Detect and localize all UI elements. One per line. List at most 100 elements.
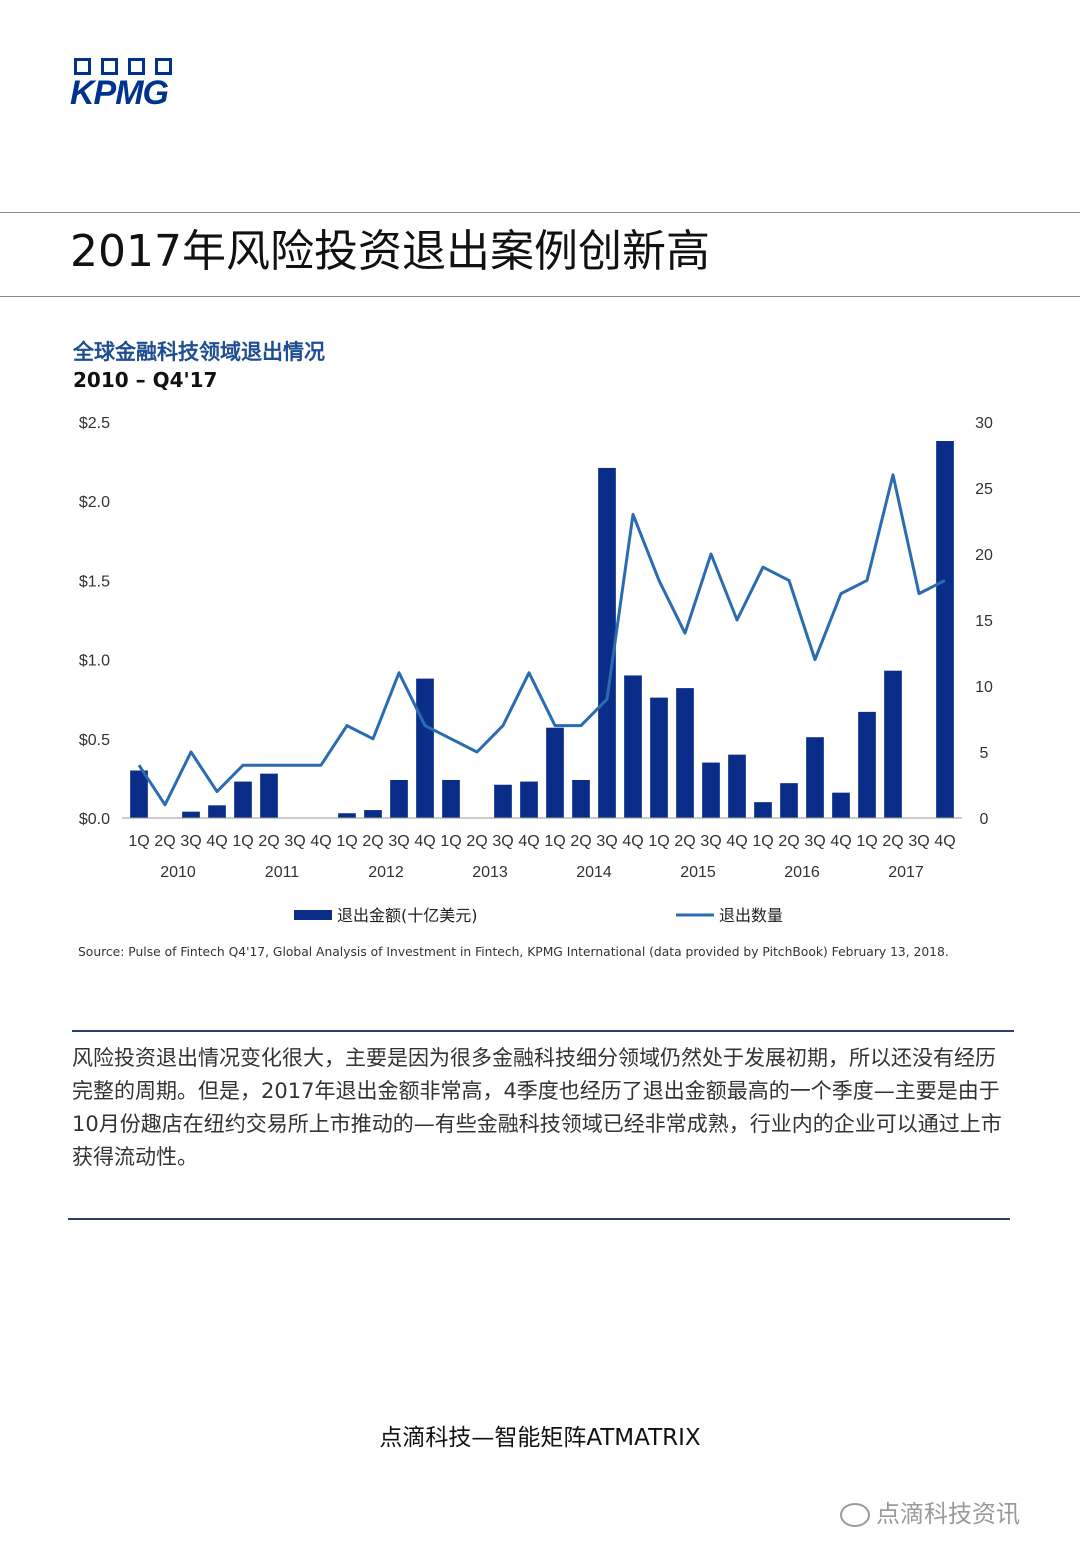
bar-exit-value: [858, 711, 876, 818]
x-quarter-label: 2Q: [466, 833, 487, 850]
logo-text: KPMG: [70, 74, 169, 112]
logo-box-icon: [74, 58, 91, 75]
y-left-tick-label: $0.5: [79, 732, 110, 749]
chart-subtitle: 2010 – Q4'17: [73, 368, 218, 392]
x-quarter-label: 3Q: [804, 833, 825, 850]
x-quarter-label: 3Q: [284, 833, 305, 850]
bar-exit-value: [754, 802, 772, 818]
x-quarter-label: 1Q: [128, 833, 149, 850]
exit-chart: $0.0 $0.5 $1.0 $1.5 $2.0 $2.5 0 5 10 15 20 25 30 1Q 2Q…: [79, 415, 993, 925]
bar-exit-value: [936, 441, 954, 818]
x-quarter-label: 1Q: [232, 833, 253, 850]
x-year-label: 2010: [160, 864, 196, 881]
legend-line-label: 退出数量: [719, 906, 783, 925]
x-quarter-label: 4Q: [310, 833, 331, 850]
bar-exit-value: [442, 779, 460, 818]
logo-box-icon: [155, 58, 172, 75]
y-left-tick-label: $1.0: [79, 653, 110, 670]
x-quarter-label: 4Q: [622, 833, 643, 850]
y-left-tick-label: $1.5: [79, 573, 110, 590]
legend-bar-swatch: [294, 910, 332, 920]
bar-exit-value: [780, 783, 798, 818]
text-top-rule: [72, 1030, 1014, 1032]
watermark: 点滴科技资讯: [840, 1494, 1020, 1529]
bar-exit-value: [676, 688, 694, 818]
x-quarter-label: 3Q: [700, 833, 721, 850]
x-quarter-label: 4Q: [518, 833, 539, 850]
footer-text: 点滴科技—智能矩阵ATMATRIX: [379, 1425, 701, 1451]
bar-exit-value: [728, 754, 746, 818]
x-quarter-label: 4Q: [830, 833, 851, 850]
x-quarter-label: 2Q: [362, 833, 383, 850]
x-quarter-label: 2Q: [570, 833, 591, 850]
bar-exit-value: [338, 813, 356, 818]
x-quarter-label: 2Q: [258, 833, 279, 850]
title-divider: [0, 296, 1080, 297]
chart-source: Source: Pulse of Fintech Q4'17, Global A…: [78, 945, 949, 959]
bar-exit-value: [598, 467, 616, 818]
x-quarter-label: 3Q: [908, 833, 929, 850]
x-year-label: 2013: [472, 864, 508, 881]
x-quarter-label: 2Q: [882, 833, 903, 850]
x-quarter-label: 3Q: [492, 833, 513, 850]
bar-exit-value: [208, 805, 226, 818]
y-left-tick-label: $2.5: [79, 415, 110, 432]
bar-exit-value: [494, 784, 512, 818]
bar-exit-value: [832, 792, 850, 818]
kpmg-logo: KPMG: [70, 58, 194, 114]
x-quarter-label: 1Q: [544, 833, 565, 850]
y-right-tick-label: 5: [980, 745, 989, 762]
logo-box-icon: [101, 58, 118, 75]
bar-exit-value: [234, 781, 252, 818]
x-year-label: 2016: [784, 864, 820, 881]
x-quarter-label: 2Q: [154, 833, 175, 850]
top-divider: [0, 212, 1080, 213]
bar-exit-value: [416, 678, 434, 818]
bar-exit-value: [650, 697, 668, 818]
y-left-tick-label: $2.0: [79, 494, 110, 511]
x-quarter-label: 4Q: [726, 833, 747, 850]
watermark-text: 点滴科技资讯: [876, 1500, 1020, 1528]
y-right-tick-label: 15: [975, 613, 993, 630]
bar-exit-value: [364, 810, 382, 818]
bar-exit-value: [520, 781, 538, 818]
x-quarter-label: 1Q: [336, 833, 357, 850]
x-year-label: 2014: [576, 864, 612, 881]
bar-exit-value: [624, 675, 642, 818]
bar-exit-value: [260, 773, 278, 818]
x-quarter-label: 1Q: [752, 833, 773, 850]
bar-exit-value: [702, 762, 720, 818]
x-quarter-label: 4Q: [414, 833, 435, 850]
x-quarter-label: 2Q: [674, 833, 695, 850]
page-title: 2017年风险投资退出案例创新高: [70, 226, 710, 277]
x-quarter-label: 3Q: [180, 833, 201, 850]
x-quarter-label: 3Q: [596, 833, 617, 850]
logo-box-icon: [128, 58, 145, 75]
y-right-tick-label: 10: [975, 679, 993, 696]
x-year-label: 2017: [888, 864, 924, 881]
x-quarter-label: 2Q: [778, 833, 799, 850]
x-quarter-label: 1Q: [648, 833, 669, 850]
x-quarter-label: 4Q: [934, 833, 955, 850]
x-year-label: 2011: [265, 864, 300, 881]
y-right-tick-label: 0: [980, 811, 989, 828]
x-quarter-label: 3Q: [388, 833, 409, 850]
y-left-tick-label: $0.0: [79, 811, 110, 828]
body-paragraph: 风险投资退出情况变化很大，主要是因为很多金融科技细分领域仍然处于发展初期，所以还…: [72, 1046, 1002, 1169]
x-year-label: 2012: [368, 864, 404, 881]
x-quarter-label: 4Q: [206, 833, 227, 850]
bar-exit-value: [182, 811, 200, 818]
y-right-tick-label: 25: [975, 481, 993, 498]
bar-exit-value: [546, 727, 564, 818]
legend-bar-label: 退出金额(十亿美元): [337, 906, 478, 925]
bar-exit-value: [884, 670, 902, 818]
y-right-tick-label: 20: [975, 547, 993, 564]
bar-exit-value: [806, 737, 824, 818]
x-quarter-label: 1Q: [440, 833, 461, 850]
bar-exit-value: [130, 770, 148, 818]
text-bottom-rule: [68, 1218, 1010, 1220]
x-year-label: 2015: [680, 864, 716, 881]
bar-exit-value: [572, 779, 590, 818]
x-quarter-label: 1Q: [856, 833, 877, 850]
bar-exit-value: [390, 779, 408, 818]
